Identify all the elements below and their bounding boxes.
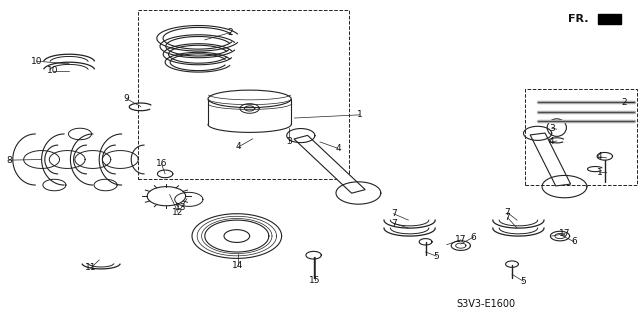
Text: 1: 1	[357, 110, 362, 119]
Text: 4: 4	[597, 152, 602, 161]
Text: 6: 6	[572, 237, 577, 246]
Text: 1: 1	[597, 168, 602, 177]
Text: 11: 11	[85, 263, 97, 272]
Text: 10: 10	[47, 66, 59, 75]
Text: 2: 2	[228, 28, 233, 37]
Text: FR.: FR.	[568, 14, 589, 24]
Text: 3: 3	[549, 124, 554, 133]
Text: 4: 4	[236, 142, 241, 151]
Polygon shape	[294, 135, 365, 193]
Text: 3: 3	[287, 137, 292, 146]
Text: 17: 17	[455, 235, 467, 244]
Text: 2: 2	[621, 98, 627, 107]
Text: 5: 5	[434, 252, 439, 261]
Text: 4: 4	[335, 144, 340, 153]
Bar	[525, 89, 637, 185]
Text: 12: 12	[172, 208, 184, 217]
Text: 16: 16	[156, 159, 167, 168]
Text: 6: 6	[471, 233, 476, 241]
Text: 10: 10	[31, 57, 43, 66]
Text: 7: 7	[505, 208, 510, 217]
Text: 5: 5	[521, 277, 526, 286]
Polygon shape	[598, 14, 621, 24]
Bar	[138, 10, 349, 179]
Text: S3V3-E1600: S3V3-E1600	[457, 299, 516, 309]
Text: 15: 15	[309, 276, 321, 285]
Text: 17: 17	[559, 229, 571, 238]
Text: 13: 13	[175, 204, 187, 212]
Text: 4: 4	[549, 137, 554, 146]
Text: 7: 7	[391, 209, 396, 218]
Text: 14: 14	[232, 261, 244, 270]
Polygon shape	[530, 133, 571, 186]
Text: 7: 7	[391, 219, 396, 228]
Text: 9: 9	[124, 94, 129, 103]
Text: 8: 8	[6, 156, 12, 165]
Text: 7: 7	[505, 213, 510, 222]
